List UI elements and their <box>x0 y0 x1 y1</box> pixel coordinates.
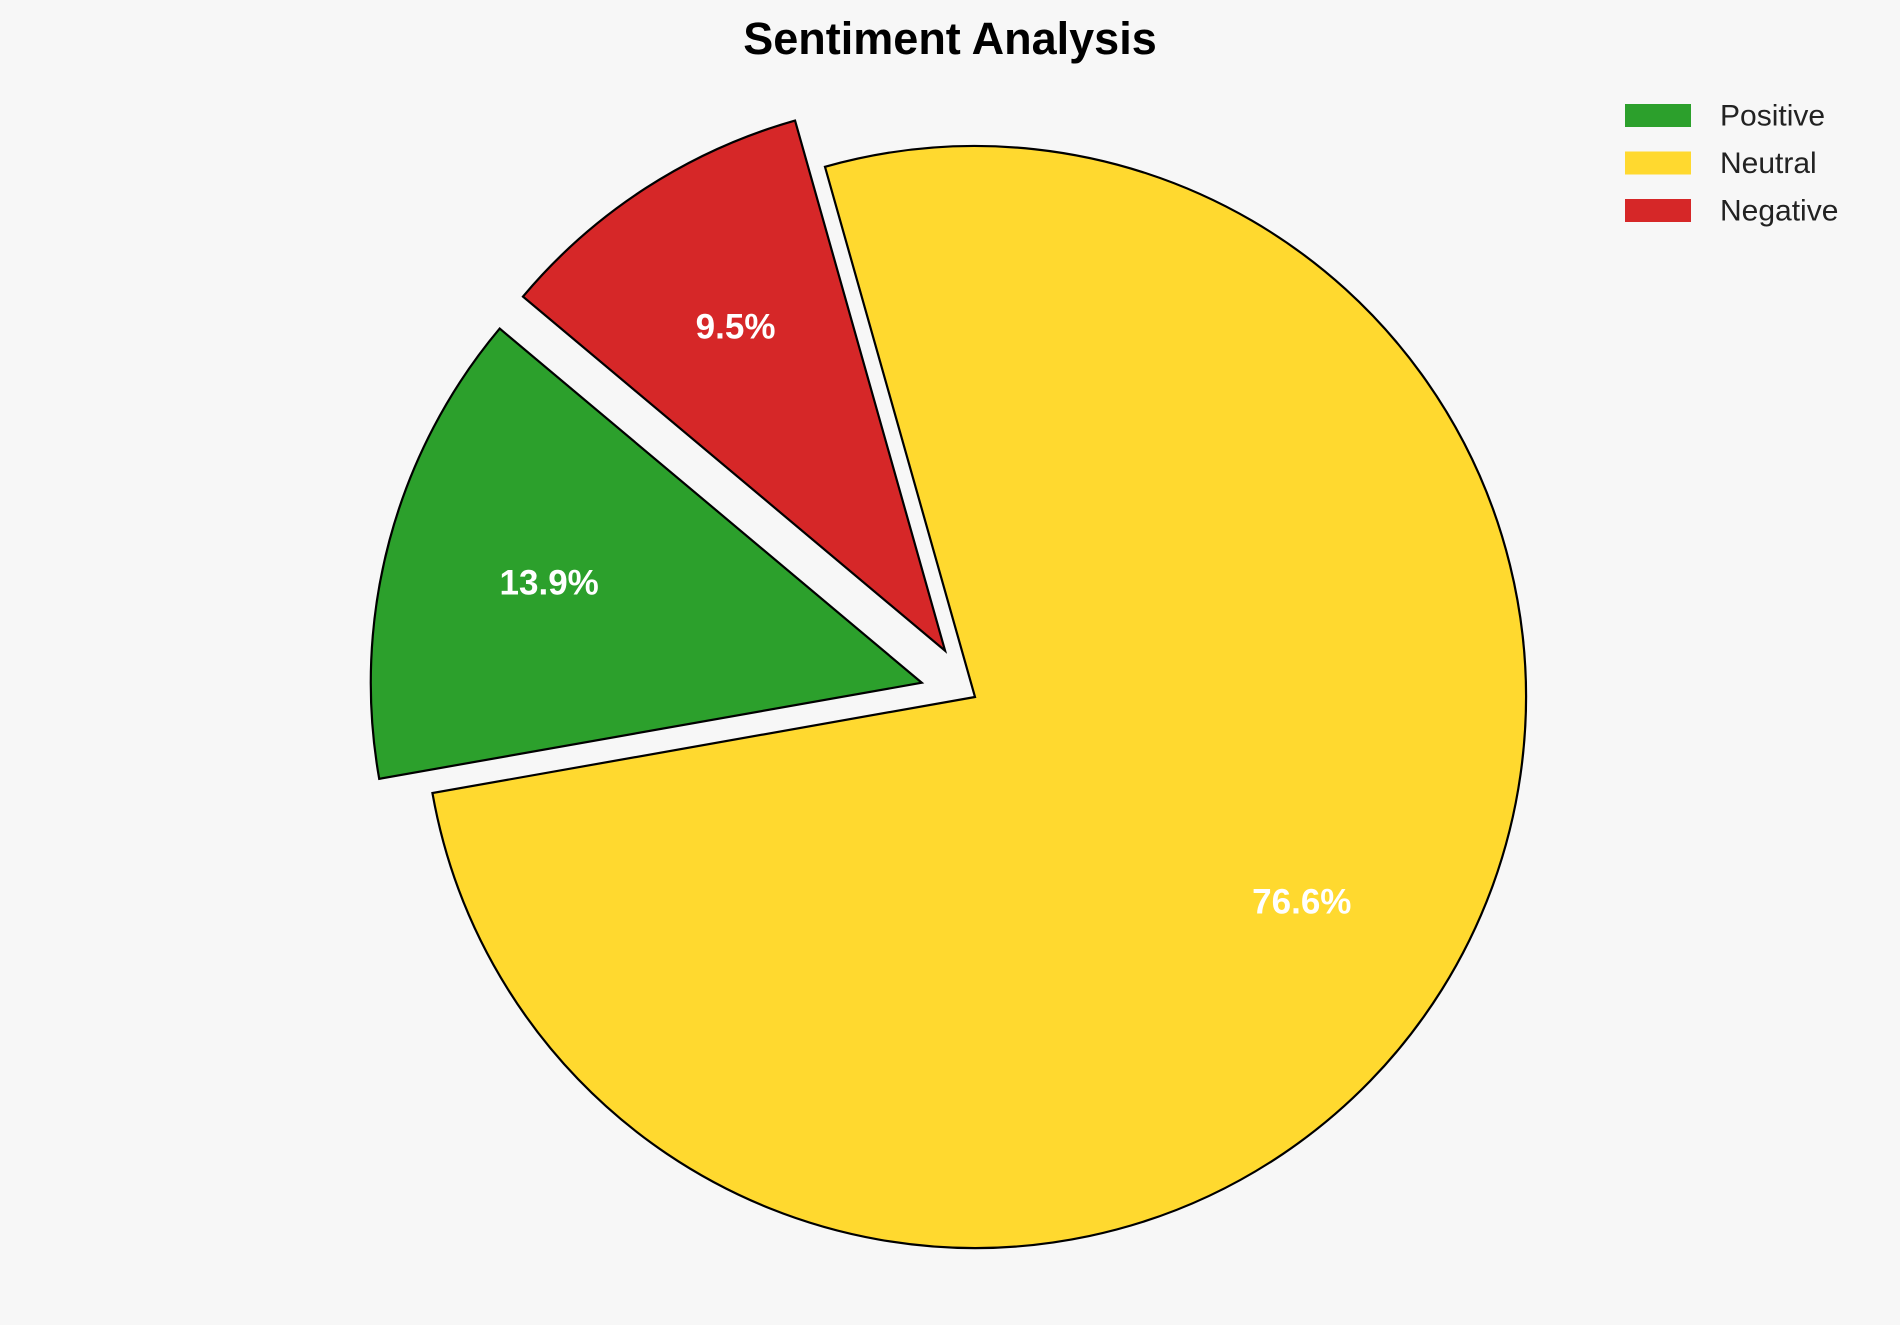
pie-slice-negative <box>521 119 948 654</box>
pie-slice-positive <box>369 327 925 781</box>
legend-label: Negative <box>1720 195 1838 228</box>
pie-slices <box>369 119 1528 1250</box>
pie-label-negative: 9.5% <box>696 307 776 346</box>
legend-item-negative: Negative <box>1625 195 1838 228</box>
pie-label-neutral: 76.6% <box>1252 882 1351 921</box>
pie-label-positive: 13.9% <box>500 564 599 603</box>
chart-title: Sentiment Analysis <box>743 13 1156 64</box>
legend-swatch <box>1625 151 1691 175</box>
legend-label: Neutral <box>1720 147 1817 180</box>
legend-swatch <box>1625 199 1691 222</box>
legend-item-positive: Positive <box>1625 100 1825 133</box>
legend-swatch <box>1625 104 1691 127</box>
legend-item-neutral: Neutral <box>1625 147 1817 180</box>
legend-label: Positive <box>1720 100 1825 133</box>
legend: Positive Neutral Negative <box>1625 100 1838 228</box>
pie-slice-neutral <box>431 144 1528 1250</box>
pie-labels: 13.9% 76.6% 9.5% <box>500 307 1352 921</box>
